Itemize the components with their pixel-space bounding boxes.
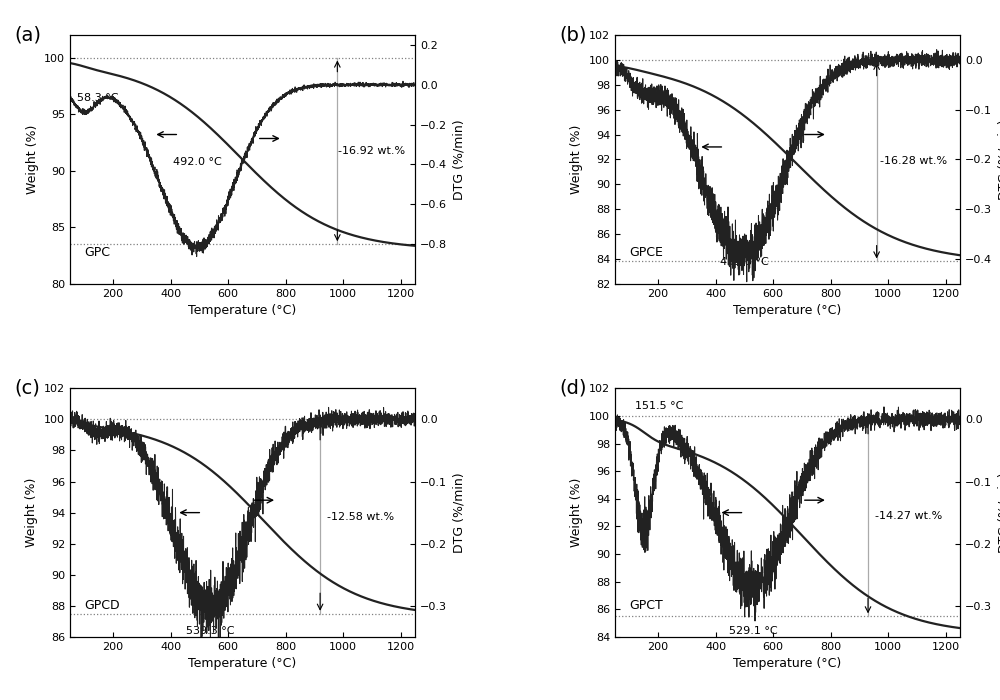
X-axis label: Temperature (°C): Temperature (°C): [733, 304, 842, 317]
Y-axis label: DTG (%/min): DTG (%/min): [998, 119, 1000, 200]
Text: -14.27 wt.%: -14.27 wt.%: [875, 511, 942, 521]
Y-axis label: Weight (%): Weight (%): [570, 478, 583, 547]
Y-axis label: Weight (%): Weight (%): [26, 125, 39, 194]
Text: (b): (b): [560, 25, 587, 44]
Text: GPCD: GPCD: [84, 599, 119, 612]
Text: (c): (c): [15, 378, 41, 398]
Text: GPC: GPC: [84, 246, 110, 259]
Text: (d): (d): [560, 378, 587, 398]
Text: GPCT: GPCT: [629, 599, 663, 612]
Text: 58.3 °C: 58.3 °C: [77, 92, 119, 103]
Text: 492.0 °C: 492.0 °C: [173, 157, 222, 167]
X-axis label: Temperature (°C): Temperature (°C): [188, 304, 297, 317]
Text: -12.58 wt.%: -12.58 wt.%: [327, 512, 394, 522]
X-axis label: Temperature (°C): Temperature (°C): [733, 657, 842, 671]
Y-axis label: Weight (%): Weight (%): [570, 125, 583, 194]
Text: 539.3 °C: 539.3 °C: [186, 626, 235, 636]
Y-axis label: Weight (%): Weight (%): [25, 478, 38, 547]
X-axis label: Temperature (°C): Temperature (°C): [188, 657, 297, 671]
Y-axis label: DTG (%/min): DTG (%/min): [453, 119, 466, 200]
Text: (a): (a): [15, 25, 42, 44]
Text: 529.1 °C: 529.1 °C: [729, 626, 777, 636]
Text: -16.92 wt.%: -16.92 wt.%: [338, 146, 405, 156]
Text: 493.8 °C: 493.8 °C: [720, 257, 769, 267]
Text: GPCE: GPCE: [629, 246, 663, 259]
Y-axis label: DTG (%/min): DTG (%/min): [998, 473, 1000, 553]
Text: -16.28 wt.%: -16.28 wt.%: [880, 155, 948, 166]
Y-axis label: DTG (%/min): DTG (%/min): [453, 473, 466, 553]
Text: 151.5 °C: 151.5 °C: [635, 401, 684, 411]
